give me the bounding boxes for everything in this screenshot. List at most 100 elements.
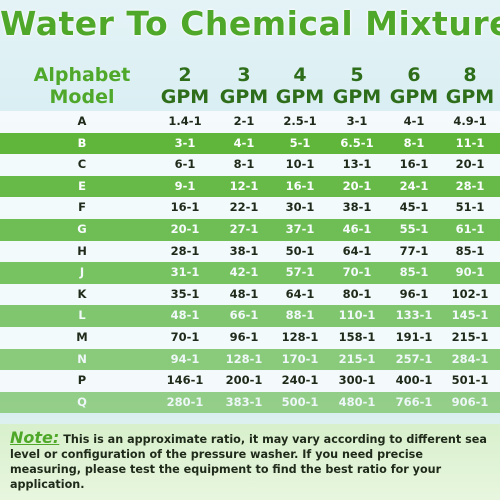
table-row: K 35-1 48-1 64-1 80-1 96-1 102-1 [0, 283, 500, 306]
header-line: Model [49, 86, 115, 108]
ratio-cell: 170-1 [281, 351, 319, 366]
ratio-cell: 2-1 [233, 114, 255, 128]
column-header: 2 GPM [156, 64, 214, 108]
header-line: 3 [237, 64, 251, 86]
model-cell: M [76, 330, 88, 344]
ratio-cell: 191-1 [395, 330, 433, 344]
table-row: B 3-1 4-1 5-1 6.5-1 8-1 11-1 [0, 132, 500, 155]
ratio-cell: 766-1 [395, 394, 433, 409]
model-cell: N [77, 351, 87, 366]
ratio-cell: 6-1 [174, 157, 196, 172]
header-line: GPM [160, 86, 210, 108]
model-cell: E [78, 178, 86, 193]
ratio-cell: 8-1 [233, 157, 255, 172]
ratio-cell: 480-1 [338, 394, 376, 409]
ratio-cell: 906-1 [451, 394, 489, 409]
column-header: 3 GPM [215, 64, 273, 108]
header-line: GPM [219, 86, 269, 108]
ratio-cell: 48-1 [229, 286, 259, 301]
ratio-cell: 57-1 [285, 265, 315, 280]
model-cell: L [78, 308, 86, 323]
table-header: Alphabet Model 2 GPM 3 GPM 4 GPM 5 GPM 6 GPM 8 GPM [0, 64, 500, 110]
table-row: J 31-1 42-1 57-1 70-1 85-1 90-1 [0, 262, 500, 284]
ratio-cell: 50-1 [285, 243, 315, 258]
ratio-cell: 4.9-1 [453, 114, 487, 128]
ratio-cell: 133-1 [395, 308, 433, 323]
column-header: 4 GPM [271, 64, 329, 108]
table-row: Q 280-1 383-1 500-1 480-1 766-1 906-1 [0, 391, 500, 414]
header-line: GPM [445, 86, 495, 108]
table-row: H 28-1 38-1 50-1 64-1 77-1 85-1 [0, 240, 500, 263]
ratio-cell: 145-1 [451, 308, 489, 323]
ratio-cell: 45-1 [399, 200, 429, 215]
ratio-cell: 37-1 [285, 222, 315, 236]
ratio-cell: 38-1 [342, 200, 372, 215]
ratio-cell: 55-1 [399, 222, 429, 236]
header-line: 2 [178, 64, 192, 86]
ratio-cell: 94-1 [170, 351, 200, 366]
ratio-cell: 46-1 [342, 222, 372, 236]
ratio-cell: 64-1 [342, 243, 372, 258]
ratio-cell: 16-1 [285, 178, 315, 193]
header-line: GPM [332, 86, 382, 108]
ratio-cell: 4-1 [403, 114, 425, 128]
ratio-cell: 70-1 [170, 330, 200, 344]
ratio-cell: 3-1 [346, 114, 368, 128]
table-row: E 9-1 12-1 16-1 20-1 24-1 28-1 [0, 175, 500, 198]
ratio-cell: 20-1 [170, 222, 200, 236]
model-cell: K [77, 286, 87, 301]
ratio-cell: 88-1 [285, 308, 315, 323]
ratio-cell: 3-1 [174, 135, 196, 150]
table-row: A 1.4-1 2-1 2.5-1 3-1 4-1 4.9-1 [0, 111, 500, 133]
table-row: G 20-1 27-1 37-1 46-1 55-1 61-1 [0, 219, 500, 241]
ratio-cell: 35-1 [170, 286, 200, 301]
ratio-cell: 158-1 [338, 330, 376, 344]
ratio-cell: 146-1 [166, 373, 204, 388]
table-row: P 146-1 200-1 240-1 300-1 400-1 501-1 [0, 370, 500, 392]
ratio-cell: 128-1 [225, 351, 263, 366]
ratio-cell: 2.5-1 [283, 114, 317, 128]
header-line: 8 [463, 64, 477, 86]
ratio-cell: 5-1 [289, 135, 311, 150]
ratio-cell: 22-1 [229, 200, 259, 215]
table-row: C 6-1 8-1 10-1 13-1 16-1 20-1 [0, 154, 500, 176]
header-line: GPM [389, 86, 439, 108]
title: Water To Chemical Mixture [0, 4, 500, 43]
ratio-cell: 257-1 [395, 351, 433, 366]
ratio-cell: 500-1 [281, 394, 319, 409]
ratio-cell: 24-1 [399, 178, 429, 193]
header-line: GPM [275, 86, 325, 108]
ratio-cell: 300-1 [338, 373, 376, 388]
ratio-cell: 4-1 [233, 135, 255, 150]
ratio-cell: 383-1 [225, 394, 263, 409]
ratio-cell: 200-1 [225, 373, 263, 388]
column-header: 6 GPM [385, 64, 443, 108]
table-row: M 70-1 96-1 128-1 158-1 191-1 215-1 [0, 327, 500, 349]
ratio-cell: 284-1 [451, 351, 489, 366]
ratio-cell: 31-1 [170, 265, 200, 280]
ratio-cell: 400-1 [395, 373, 433, 388]
ratio-cell: 13-1 [342, 157, 372, 172]
ratio-cell: 48-1 [170, 308, 200, 323]
ratio-cell: 20-1 [342, 178, 372, 193]
model-cell: P [77, 373, 87, 388]
model-cell: C [77, 157, 87, 172]
note-text: This is an approximate ratio, it may var… [10, 433, 487, 491]
ratio-cell: 215-1 [338, 351, 376, 366]
ratio-cell: 28-1 [455, 178, 485, 193]
ratio-cell: 85-1 [399, 265, 429, 280]
ratio-cell: 6.5-1 [340, 135, 374, 150]
model-cell: F [78, 200, 86, 215]
ratio-cell: 70-1 [342, 265, 372, 280]
ratio-cell: 102-1 [451, 286, 489, 301]
table-row: L 48-1 66-1 88-1 110-1 133-1 145-1 [0, 305, 500, 327]
ratio-cell: 11-1 [455, 135, 485, 150]
header-line: Alphabet [33, 64, 131, 86]
header-line: 4 [293, 64, 307, 86]
ratio-cell: 240-1 [281, 373, 319, 388]
note: Note: This is an approximate ratio, it ma… [10, 430, 490, 492]
ratio-cell: 61-1 [455, 222, 485, 236]
ratio-cell: 96-1 [399, 286, 429, 301]
ratio-cell: 42-1 [229, 265, 259, 280]
